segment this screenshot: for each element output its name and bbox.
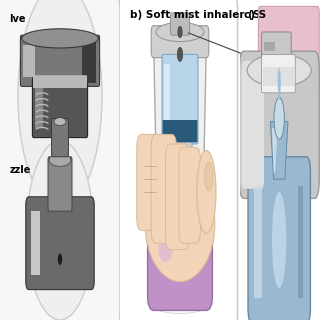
Circle shape (26, 141, 93, 320)
Bar (263, 67, 294, 86)
FancyBboxPatch shape (151, 134, 176, 243)
Ellipse shape (247, 54, 311, 86)
Circle shape (274, 98, 284, 139)
Text: c) S: c) S (244, 10, 266, 20)
Ellipse shape (174, 18, 186, 27)
Ellipse shape (147, 288, 213, 314)
FancyBboxPatch shape (26, 197, 94, 290)
FancyBboxPatch shape (168, 134, 192, 157)
FancyBboxPatch shape (118, 0, 237, 320)
FancyBboxPatch shape (137, 134, 162, 230)
Bar (264, 42, 275, 51)
Ellipse shape (272, 192, 286, 288)
Polygon shape (272, 128, 278, 173)
FancyBboxPatch shape (259, 6, 319, 96)
Ellipse shape (204, 162, 213, 190)
Ellipse shape (197, 150, 216, 234)
Bar (164, 64, 171, 134)
FancyBboxPatch shape (20, 35, 100, 86)
FancyBboxPatch shape (262, 32, 291, 61)
Text: lve: lve (10, 14, 26, 24)
Polygon shape (270, 122, 288, 179)
Circle shape (58, 253, 62, 265)
FancyBboxPatch shape (171, 13, 189, 35)
Ellipse shape (21, 29, 99, 48)
FancyBboxPatch shape (33, 75, 87, 88)
FancyBboxPatch shape (0, 0, 120, 320)
FancyBboxPatch shape (166, 144, 190, 250)
FancyBboxPatch shape (262, 54, 295, 93)
FancyBboxPatch shape (48, 157, 72, 211)
Ellipse shape (145, 166, 215, 282)
Bar (82, 38, 96, 83)
Ellipse shape (54, 117, 66, 125)
Ellipse shape (156, 22, 204, 42)
FancyBboxPatch shape (32, 77, 88, 138)
Bar (35, 86, 43, 128)
Circle shape (18, 0, 102, 208)
Bar (254, 186, 262, 298)
FancyBboxPatch shape (148, 195, 212, 310)
Bar (23, 45, 35, 77)
FancyBboxPatch shape (151, 26, 209, 58)
FancyBboxPatch shape (52, 118, 68, 157)
Text: b) Soft mist inhaler (SMI): b) Soft mist inhaler (SMI) (130, 10, 279, 20)
Ellipse shape (158, 237, 173, 262)
Bar (298, 186, 303, 298)
Polygon shape (154, 38, 206, 160)
Circle shape (177, 47, 183, 61)
FancyBboxPatch shape (239, 51, 319, 198)
FancyBboxPatch shape (242, 61, 264, 189)
Ellipse shape (49, 154, 71, 166)
Bar (31, 211, 40, 275)
FancyBboxPatch shape (179, 147, 200, 243)
FancyBboxPatch shape (163, 120, 197, 142)
Text: zzle: zzle (10, 165, 31, 175)
FancyBboxPatch shape (162, 54, 198, 144)
FancyBboxPatch shape (248, 157, 310, 320)
Circle shape (178, 26, 182, 38)
